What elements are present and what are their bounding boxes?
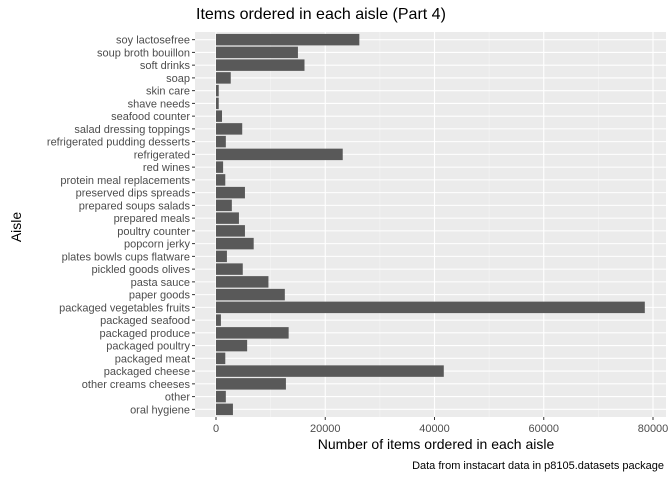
y-tick-label: soup broth bouillon bbox=[97, 47, 190, 59]
y-tick-label: pickled goods olives bbox=[92, 264, 191, 276]
y-tick-label: refrigerated bbox=[134, 149, 190, 161]
bar bbox=[216, 288, 285, 301]
bar bbox=[216, 263, 243, 275]
y-tick-label: packaged seafood bbox=[100, 315, 190, 327]
y-tick-label: plates bowls cups flatware bbox=[62, 251, 190, 263]
x-axis-title: Number of items ordered in each aisle bbox=[317, 436, 555, 452]
bar bbox=[216, 123, 243, 135]
y-tick-label: packaged poultry bbox=[106, 341, 190, 353]
bar bbox=[216, 59, 305, 71]
bar bbox=[216, 72, 231, 84]
x-tick-label: 40000 bbox=[419, 423, 450, 435]
y-tick-label: oral hygiene bbox=[130, 404, 190, 416]
y-tick-label: soft drinks bbox=[140, 60, 191, 72]
bar bbox=[216, 276, 269, 288]
y-tick-label: refrigerated pudding desserts bbox=[47, 137, 191, 149]
y-tick-label: seafood counter bbox=[111, 111, 190, 123]
bar bbox=[216, 33, 360, 46]
y-tick-label: preserved dips spreads bbox=[76, 188, 191, 200]
x-tick-label: 0 bbox=[213, 423, 219, 435]
bar bbox=[216, 199, 232, 212]
bar bbox=[216, 46, 298, 59]
y-tick-label: red wines bbox=[143, 162, 191, 174]
y-axis-title: Aisle bbox=[8, 211, 24, 243]
bar bbox=[216, 327, 289, 339]
y-tick-label: packaged vegetables fruits bbox=[59, 302, 190, 314]
bar bbox=[216, 174, 226, 186]
bar bbox=[216, 365, 444, 377]
y-tick-label: salad dressing toppings bbox=[74, 124, 190, 136]
y-tick-label: paper goods bbox=[129, 290, 191, 302]
bar bbox=[216, 378, 286, 390]
bar bbox=[216, 250, 227, 263]
y-tick-label: other bbox=[165, 392, 190, 404]
y-tick-label: packaged produce bbox=[99, 328, 190, 340]
bar bbox=[216, 148, 343, 161]
y-tick-label: poultry counter bbox=[117, 226, 190, 238]
bar bbox=[216, 135, 226, 148]
x-tick-label: 80000 bbox=[638, 423, 669, 435]
y-tick-label: protein meal replacements bbox=[60, 175, 190, 187]
bar bbox=[216, 186, 245, 199]
x-axis: 0 20000 40000 60000 80000 bbox=[213, 417, 668, 435]
bar bbox=[216, 84, 219, 97]
bar bbox=[216, 314, 221, 326]
bar bbox=[216, 237, 254, 250]
y-tick-label: soap bbox=[166, 73, 190, 85]
bar bbox=[216, 97, 219, 110]
y-tick-label: pasta sauce bbox=[131, 277, 190, 289]
plot-panel bbox=[195, 32, 666, 417]
y-tick-label: shave needs bbox=[128, 98, 191, 110]
bar bbox=[216, 339, 248, 352]
y-tick-label: popcorn jerky bbox=[124, 239, 191, 251]
x-tick-label: 60000 bbox=[528, 423, 559, 435]
bars bbox=[216, 33, 645, 416]
y-tick-label: skin care bbox=[146, 86, 190, 98]
bar bbox=[216, 390, 226, 403]
y-tick-label: packaged meat bbox=[115, 353, 190, 365]
y-tick-label: soy lactosefree bbox=[116, 35, 190, 47]
chart-caption: Data from instacart data in p8105.datase… bbox=[412, 460, 664, 472]
bar bbox=[216, 225, 245, 237]
bar bbox=[216, 352, 226, 365]
bar bbox=[216, 403, 233, 416]
bar bbox=[216, 301, 645, 314]
bar bbox=[216, 212, 239, 224]
bar bbox=[216, 161, 224, 173]
y-tick-label: packaged cheese bbox=[104, 366, 190, 378]
bar bbox=[216, 110, 223, 122]
y-tick-label: prepared meals bbox=[114, 213, 191, 225]
x-tick-label: 20000 bbox=[310, 423, 341, 435]
y-tick-label: prepared soups salads bbox=[79, 200, 191, 212]
y-tick-label: other creams cheeses bbox=[82, 379, 191, 391]
chart-title: Items ordered in each aisle (Part 4) bbox=[196, 6, 446, 23]
